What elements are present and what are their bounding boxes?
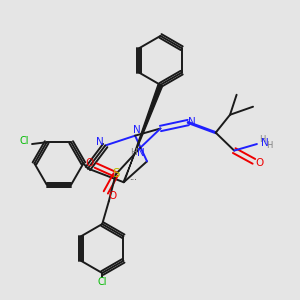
Text: Cl: Cl <box>19 136 29 146</box>
Polygon shape <box>123 84 163 182</box>
Text: H: H <box>266 141 273 150</box>
Text: N: N <box>96 137 104 147</box>
Text: H: H <box>130 148 137 157</box>
Text: Cl: Cl <box>98 277 107 287</box>
Text: N: N <box>133 125 140 135</box>
Text: N: N <box>137 148 145 158</box>
Text: H: H <box>259 135 266 144</box>
Text: O: O <box>108 191 116 201</box>
Text: S: S <box>112 167 119 180</box>
Text: N: N <box>188 117 196 127</box>
Text: N: N <box>261 138 269 148</box>
Text: O: O <box>255 158 263 168</box>
Text: O: O <box>85 158 94 167</box>
Text: ···: ··· <box>129 177 136 186</box>
